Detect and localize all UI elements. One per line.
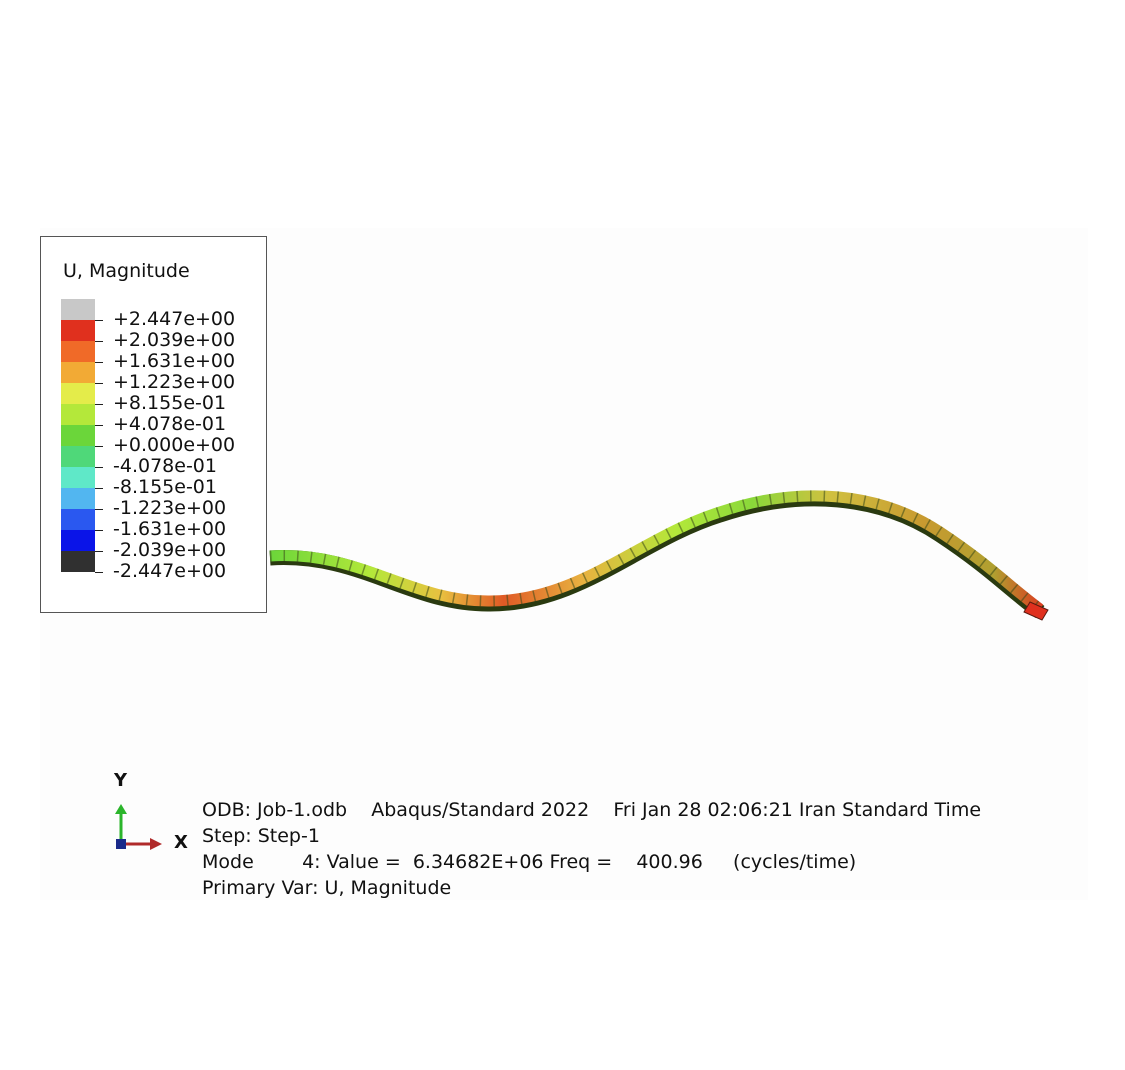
- legend-value-label: +2.039e+00: [113, 329, 236, 351]
- legend-swatch: [61, 425, 95, 446]
- legend-tick: [95, 425, 103, 426]
- legend-tick: [95, 341, 103, 342]
- odb-info-line: ODB: Job-1.odb Abaqus/Standard 2022 Fri …: [202, 799, 982, 821]
- legend-swatch: [61, 341, 95, 362]
- analysis-info-block: ODB: Job-1.odb Abaqus/Standard 2022 Fri …: [202, 797, 981, 901]
- legend-value-label: +0.000e+00: [113, 434, 236, 456]
- legend-tick: [95, 446, 103, 447]
- mode-info-line: Mode 4: Value = 6.34682E+06 Freq = 400.9…: [202, 851, 857, 873]
- legend-value-label: -4.078e-01: [113, 455, 217, 477]
- legend-tick: [95, 488, 103, 489]
- legend-value-label: +1.223e+00: [113, 371, 236, 393]
- legend-title: U, Magnitude: [63, 260, 190, 282]
- legend-tick: [95, 551, 103, 552]
- legend-tick: [95, 383, 103, 384]
- triad-arrows-icon: [115, 804, 162, 850]
- legend-value-label: -1.631e+00: [113, 518, 227, 540]
- legend-tick: [95, 320, 103, 321]
- legend-swatch: [61, 320, 95, 341]
- legend-tick: [95, 572, 103, 573]
- legend-tick: [95, 530, 103, 531]
- legend-swatch: [61, 530, 95, 551]
- legend-value-label: +2.447e+00: [113, 308, 236, 330]
- legend-swatch: [61, 362, 95, 383]
- legend-swatch: [61, 467, 95, 488]
- legend-tick: [95, 404, 103, 405]
- legend-value-label: -8.155e-01: [113, 476, 217, 498]
- legend-tick: [95, 362, 103, 363]
- legend-value-label: +1.631e+00: [113, 350, 236, 372]
- axis-triad: Y X: [108, 770, 198, 860]
- legend-swatch: [61, 551, 95, 572]
- legend-tick: [95, 467, 103, 468]
- legend-swatch: [61, 446, 95, 467]
- legend-value-label: -1.223e+00: [113, 497, 227, 519]
- legend-swatch: [61, 404, 95, 425]
- legend-value-label: +8.155e-01: [113, 392, 227, 414]
- legend-tick: [95, 509, 103, 510]
- legend-swatch: [61, 488, 95, 509]
- legend-swatch: [61, 299, 95, 320]
- legend-value-label: +4.078e-01: [113, 413, 227, 435]
- legend-swatch: [61, 509, 95, 530]
- x-axis-label: X: [174, 832, 188, 853]
- legend-box: U, Magnitude +2.447e+00 +2.039e+00 +1.631e…: [40, 236, 267, 613]
- y-axis-label: Y: [114, 770, 128, 791]
- step-info-line: Step: Step-1: [202, 825, 320, 847]
- legend-swatch: [61, 383, 95, 404]
- legend-color-bar: [61, 299, 103, 593]
- legend-value-label: -2.447e+00: [113, 560, 227, 582]
- legend-value-label: -2.039e+00: [113, 539, 227, 561]
- primary-var-line: Primary Var: U, Magnitude: [202, 877, 452, 899]
